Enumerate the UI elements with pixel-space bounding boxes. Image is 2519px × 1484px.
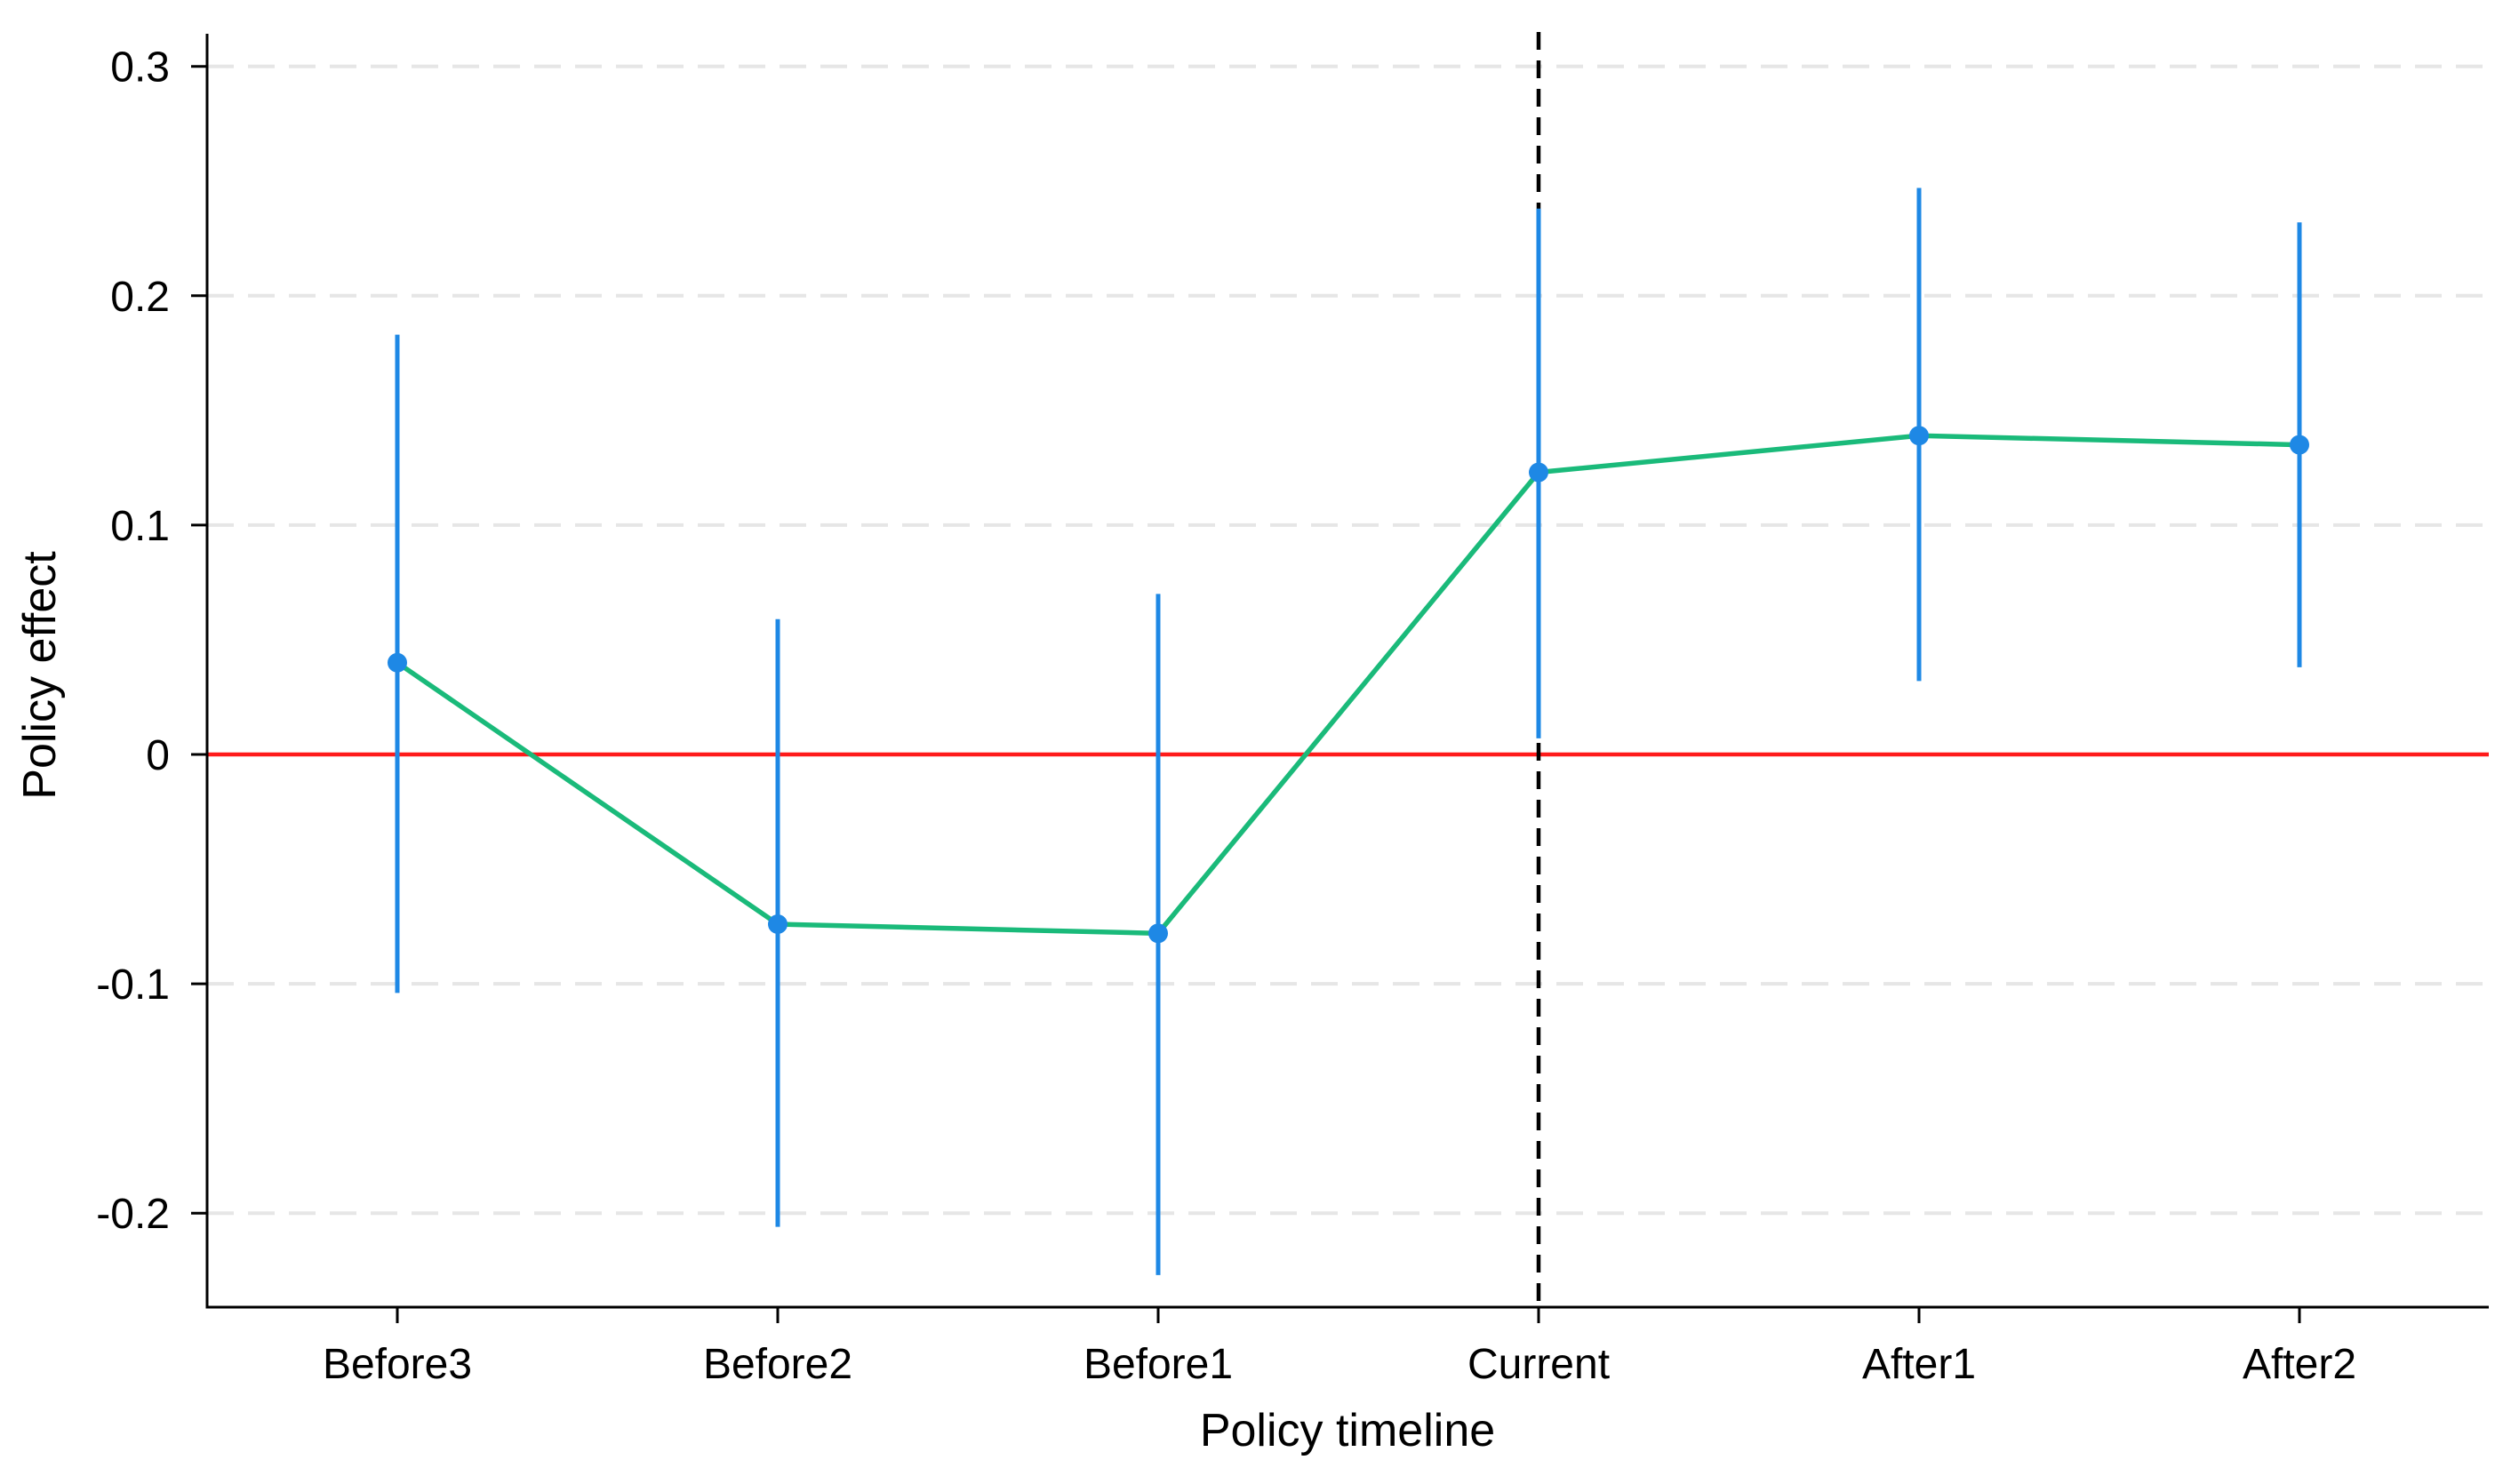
y-tick-label: 0.2 (110, 274, 170, 321)
x-tick-label: Current (1467, 1341, 1610, 1388)
y-tick-label: -0.2 (96, 1191, 170, 1238)
y-tick-label: 0.1 (110, 503, 170, 550)
y-tick-label: -0.1 (96, 961, 170, 1009)
confidence-intervals (395, 187, 2302, 1275)
x-ticks: Before3 Before2 Before1 Current After1 After2 (323, 1307, 2356, 1388)
y-tick-label: 0 (146, 732, 170, 779)
data-point (1909, 426, 1929, 446)
y-axis-title: Policy effect (14, 551, 66, 800)
data-point (2290, 435, 2309, 455)
point-markers (388, 426, 2309, 944)
data-point (768, 914, 788, 934)
data-point (388, 652, 407, 673)
x-tick-label: Before2 (703, 1341, 852, 1388)
gridlines (207, 64, 2489, 1216)
x-tick-label: Before1 (1084, 1341, 1233, 1388)
reference-lines (207, 32, 2489, 1307)
x-axis-title: Policy timeline (1200, 1405, 1495, 1456)
data-point (1529, 462, 1548, 483)
x-tick-label: Before3 (323, 1341, 472, 1388)
y-tick-label: 0.3 (110, 44, 170, 92)
x-tick-label: After2 (2243, 1341, 2356, 1388)
x-tick-label: After1 (1862, 1341, 1976, 1388)
series-line-group (396, 433, 2300, 937)
axes (205, 34, 2489, 1309)
y-ticks: 0.3 0.2 0.1 0 -0.1 -0.2 (96, 44, 207, 1238)
data-point (1148, 923, 1168, 944)
series-line (396, 433, 2300, 937)
